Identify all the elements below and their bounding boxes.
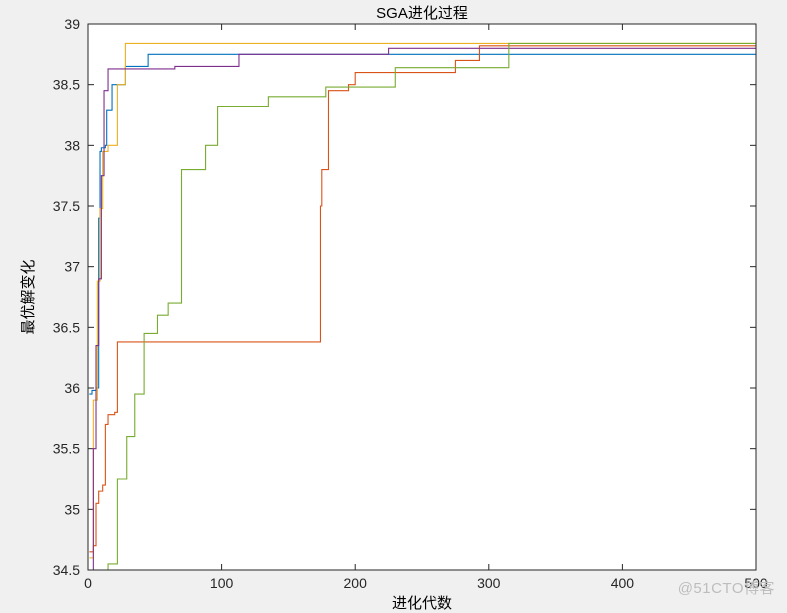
y-tick-label: 39 (64, 16, 80, 32)
watermark-text: @51CTO博客 (678, 580, 775, 597)
x-tick-label: 200 (344, 575, 368, 591)
plot-area (88, 24, 756, 570)
y-tick-label: 34.5 (53, 562, 80, 578)
y-tick-label: 36 (64, 380, 80, 396)
x-tick-label: 400 (611, 575, 635, 591)
y-tick-label: 36.5 (53, 319, 80, 335)
chart-svg: 010020030040050034.53535.53636.53737.538… (0, 0, 787, 613)
x-tick-label: 100 (210, 575, 234, 591)
y-tick-label: 35.5 (53, 441, 80, 457)
x-axis-label: 进化代数 (392, 595, 452, 612)
y-tick-label: 37 (64, 259, 80, 275)
y-tick-label: 38 (64, 137, 80, 153)
chart-title: SGA进化过程 (376, 5, 468, 22)
y-tick-label: 38.5 (53, 77, 80, 93)
y-tick-label: 35 (64, 501, 80, 517)
x-tick-label: 300 (477, 575, 501, 591)
y-tick-label: 37.5 (53, 198, 80, 214)
y-axis-label: 最优解变化 (20, 259, 37, 334)
chart-container: 010020030040050034.53535.53636.53737.538… (0, 0, 787, 613)
x-tick-label: 0 (84, 575, 92, 591)
